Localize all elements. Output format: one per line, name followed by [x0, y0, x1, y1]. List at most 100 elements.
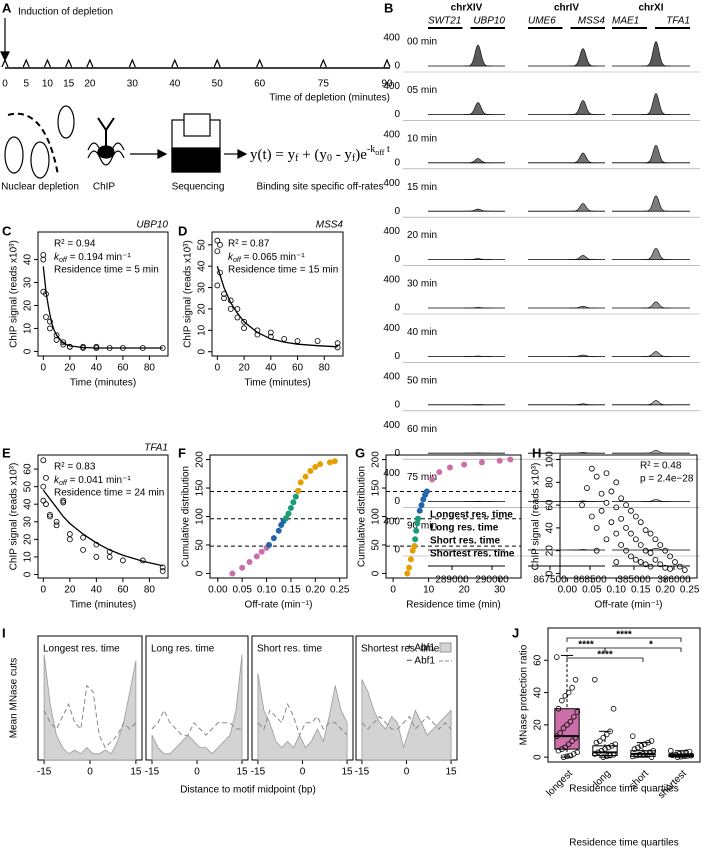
point	[559, 697, 565, 704]
x-axis-label: Time (minutes)	[70, 600, 136, 611]
equation-part: f	[295, 153, 299, 164]
point	[647, 563, 654, 570]
panel-letter: F	[178, 445, 186, 460]
y-tick-label: 100	[545, 451, 556, 468]
point	[598, 747, 605, 754]
point	[641, 741, 648, 748]
step-label: ChIP	[93, 182, 116, 193]
point	[66, 531, 73, 537]
point	[598, 507, 605, 514]
point	[674, 754, 681, 760]
timepoint	[128, 58, 136, 68]
profile-line	[151, 709, 242, 736]
stat-part: k	[54, 475, 60, 486]
y-tick-label: 100	[195, 508, 206, 525]
x-tick-label: 40	[265, 363, 277, 374]
point	[629, 753, 636, 760]
point	[637, 542, 644, 548]
stat-part: off	[233, 257, 242, 264]
point	[416, 507, 423, 514]
x-tick-label: 40	[91, 363, 103, 374]
peak	[642, 400, 670, 406]
x-tick-label: 0.00	[558, 585, 578, 596]
y-tick-label: 80	[545, 476, 556, 488]
plot-frame	[209, 454, 348, 579]
x-tick-label: 0	[390, 585, 396, 596]
point	[569, 738, 575, 744]
gene-label: MAE1	[612, 16, 639, 27]
panel-title: Shortest res. time	[361, 644, 440, 655]
y-tick-label: 0	[394, 448, 400, 459]
point	[603, 731, 610, 738]
y-axis-label: MNase protection ratio	[519, 644, 530, 745]
y-tick-label: 50	[195, 539, 206, 551]
time-label: 20 min	[407, 230, 437, 241]
y-tick-label: 30	[23, 516, 34, 528]
point	[635, 744, 641, 751]
x-tick-label: 0	[404, 767, 410, 778]
point	[317, 461, 324, 468]
stat-part: off	[59, 257, 68, 264]
x-tick-label: 75	[318, 79, 330, 90]
point	[413, 527, 420, 534]
point	[632, 556, 639, 563]
y-axis-label: ChIP signal (reads x10³)	[531, 463, 542, 571]
y-tick-label: 60	[533, 654, 544, 666]
x-tick-label: 0	[2, 79, 8, 90]
legend-label: Longest res. time	[430, 510, 513, 521]
point	[461, 461, 468, 468]
point	[562, 693, 569, 699]
point	[618, 495, 625, 502]
point	[613, 479, 620, 486]
y-tick-label: 50	[23, 481, 34, 493]
point	[40, 457, 47, 464]
point	[569, 684, 575, 691]
x-axis-label: Residence time (min)	[406, 600, 500, 611]
point	[334, 340, 341, 347]
time-label: 05 min	[407, 85, 437, 96]
x-tick-label: 385000	[617, 575, 651, 586]
point	[618, 515, 625, 522]
point	[106, 548, 113, 555]
point	[275, 527, 282, 534]
x-tick-label: 868500	[573, 575, 607, 586]
y-tick-label: 0	[394, 254, 400, 265]
plot-frame	[559, 454, 698, 579]
point	[610, 705, 617, 712]
point	[553, 654, 560, 660]
point	[40, 252, 47, 258]
point	[574, 709, 581, 715]
y-tick-label: 400	[383, 178, 400, 189]
point	[623, 502, 629, 509]
nucleus-shape	[4, 136, 24, 174]
point	[642, 561, 649, 568]
point	[557, 730, 563, 736]
peak	[464, 44, 492, 67]
point	[618, 542, 625, 548]
y-tick-label: 20	[533, 719, 544, 731]
peak	[569, 354, 597, 357]
y-tick-label: 0	[371, 570, 382, 576]
panel-letter: D	[178, 223, 187, 238]
plot-frame	[37, 231, 169, 357]
peak	[642, 248, 670, 260]
time-label: 30 min	[407, 279, 437, 290]
y-tick-label: 10	[23, 322, 34, 334]
point	[43, 474, 49, 481]
y-tick-label: 40	[197, 260, 208, 272]
stat-label: koff = 0.065 min⁻¹	[228, 252, 305, 264]
y-tick-label: 0	[545, 570, 556, 576]
plot-frame	[547, 627, 701, 763]
point	[47, 513, 53, 520]
peak	[569, 403, 597, 406]
peak	[642, 548, 670, 551]
point	[295, 487, 302, 494]
point	[159, 568, 166, 574]
point	[407, 556, 414, 563]
x-tick-label: 0	[194, 767, 200, 778]
panel-letter: E	[2, 445, 11, 460]
fit-curve	[42, 489, 163, 567]
point	[600, 754, 607, 760]
x-tick-label: 0.15	[281, 585, 301, 596]
significance-label: *	[649, 640, 653, 651]
